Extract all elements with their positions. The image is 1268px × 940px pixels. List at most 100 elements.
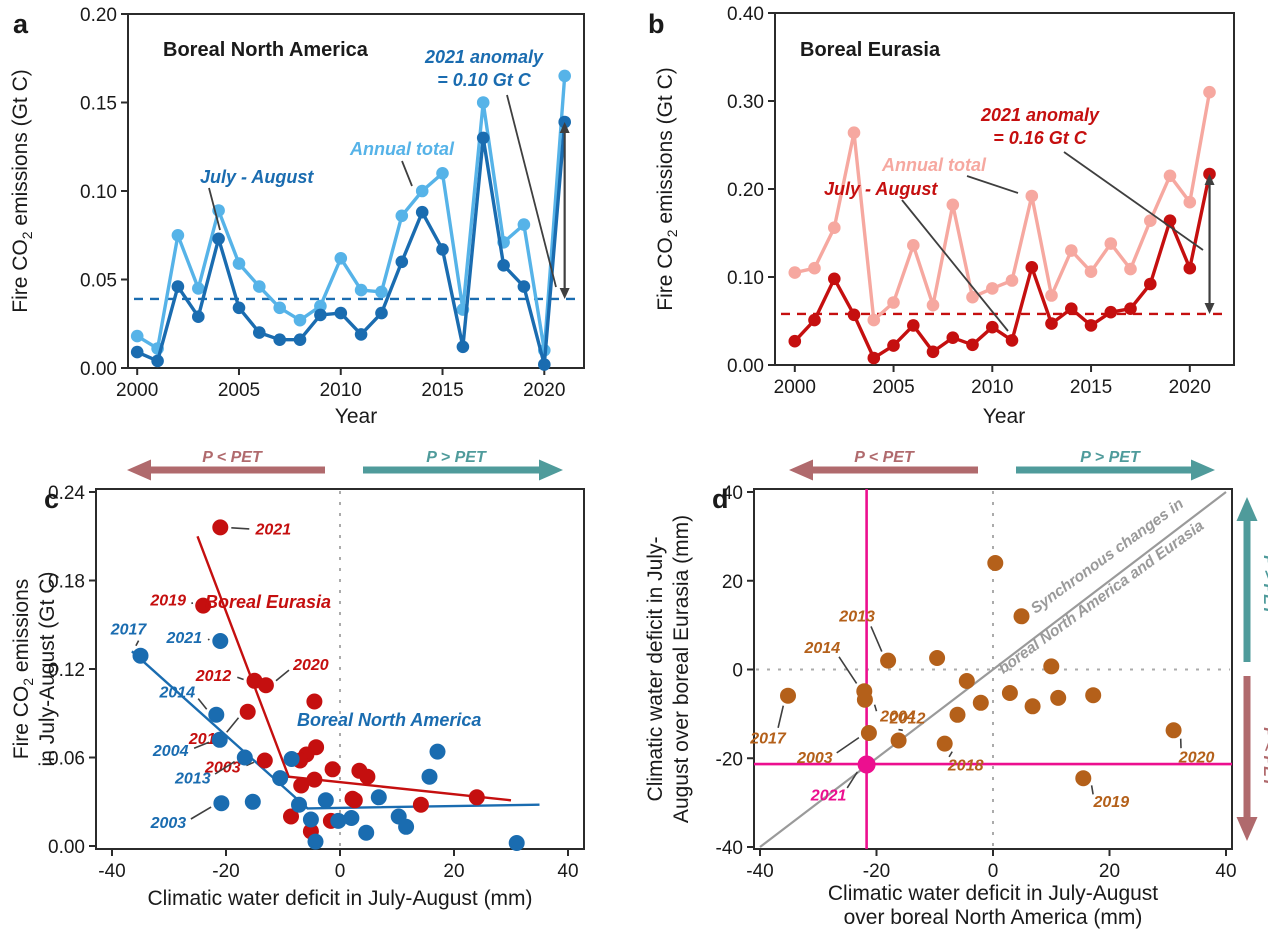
- year-label: 2004: [152, 743, 189, 760]
- panel-b-july-august-label: July - August: [824, 179, 938, 199]
- data-point: [1045, 289, 1058, 302]
- deficit-point: [780, 687, 796, 704]
- x-tick-label: 2005: [218, 380, 260, 401]
- arrowhead-down: [1204, 302, 1215, 314]
- data-point: [1084, 265, 1098, 279]
- y-tick-label: 40: [722, 483, 743, 504]
- deficit-point: [1165, 722, 1182, 739]
- deficit-point: [949, 706, 966, 723]
- panel-d-p-less-pet-side-arrow-head: [1236, 817, 1258, 841]
- series-line: [136, 121, 567, 367]
- deficit-point: [987, 555, 1004, 571]
- panel-c-p-greater-pet-label: P > PET: [426, 449, 487, 466]
- x-tick-label: 2015: [1070, 377, 1112, 398]
- north-america-point: [208, 706, 225, 723]
- eurasia-point: [306, 771, 323, 788]
- data-point: [867, 313, 881, 327]
- data-point: [1025, 261, 1039, 274]
- data-point: [130, 345, 144, 359]
- north-america-point: [307, 833, 324, 850]
- data-point: [946, 198, 960, 212]
- year-label: 2003: [796, 750, 833, 767]
- deficit-point: [856, 691, 873, 708]
- north-america-point: [132, 647, 149, 664]
- deficit-point: [1075, 770, 1092, 787]
- panel-a-x-axis-label: Year: [335, 405, 377, 428]
- data-point: [517, 280, 531, 293]
- x-tick-label: 0: [988, 861, 999, 882]
- eurasia-point: [324, 761, 341, 778]
- north-america-point: [212, 633, 229, 649]
- year-label-connector: [948, 751, 953, 758]
- panel-d-p-greater-pet-top-label: P > PET: [1080, 449, 1141, 466]
- x-tick-label: 2005: [872, 377, 914, 398]
- data-point: [293, 313, 307, 327]
- data-point: [517, 218, 531, 231]
- data-point: [171, 280, 185, 293]
- year-label: 2014: [804, 640, 841, 657]
- year-label-connector: [836, 736, 860, 754]
- x-tick-label: 2000: [116, 380, 158, 401]
- data-point: [558, 69, 571, 83]
- panel-d-y-axis-label-line2: August over boreal Eurasia (mm): [670, 515, 693, 823]
- year-label: 2012: [889, 711, 926, 728]
- deficit-point-2021: [857, 755, 876, 774]
- year-label: 2019: [149, 593, 186, 610]
- data-point: [1104, 305, 1118, 319]
- x-tick-label: -20: [863, 861, 890, 882]
- y-tick-label: 0.10: [80, 182, 117, 203]
- north-america-point: [317, 792, 334, 809]
- panel-d-x-axis-label-line1: Climatic water deficit in July-August: [828, 882, 1158, 905]
- year-label: 2021: [255, 521, 292, 538]
- one-to-one-line: [759, 491, 1227, 848]
- arrowhead-up: [559, 121, 570, 133]
- panel-a-anomaly-line2: = 0.10 Gt C: [437, 70, 532, 90]
- year-label-connector: [135, 640, 140, 647]
- data-point: [252, 326, 266, 339]
- year-label-connector: [873, 704, 878, 712]
- year-label-connector: [1090, 785, 1094, 795]
- data-point: [1203, 167, 1216, 181]
- panel-c-letter: c: [44, 484, 59, 514]
- data-point: [232, 257, 246, 270]
- data-point: [415, 205, 429, 219]
- panel-d-p-less-pet-arrow-head: [789, 459, 813, 481]
- data-point: [252, 280, 266, 293]
- deficit-point: [929, 650, 946, 666]
- panel-a-y-axis-label: Fire CO2 emissions (Gt C): [9, 69, 35, 312]
- year-label-connector: [237, 676, 244, 681]
- panel-a-anomaly-line1: 2021 anomaly: [424, 47, 544, 67]
- panel-c-x-axis-label: Climatic water deficit in July-August (m…: [147, 887, 532, 910]
- panel-c-p-less-pet-label: P < PET: [202, 449, 263, 466]
- y-tick-label: 0.00: [80, 359, 117, 380]
- data-point: [1203, 85, 1216, 99]
- y-tick-label: 0.18: [48, 572, 85, 593]
- arrowhead-down: [559, 287, 570, 299]
- data-point: [558, 115, 571, 129]
- data-point: [192, 282, 205, 295]
- data-point: [1005, 274, 1019, 287]
- data-point: [314, 299, 327, 313]
- year-label: 2013: [838, 609, 875, 626]
- arrowhead-up: [1204, 174, 1215, 186]
- panel-d-diagonal-label-line2: boreal North America and Eurasia: [996, 517, 1208, 677]
- eurasia-point: [283, 808, 299, 825]
- deficit-point: [1050, 689, 1067, 706]
- eurasia-point: [195, 597, 212, 614]
- data-point: [966, 338, 979, 352]
- data-point: [1183, 261, 1197, 275]
- year-label: 2004: [879, 709, 916, 726]
- year-label: 2018: [947, 758, 984, 775]
- data-point: [151, 354, 164, 368]
- x-tick-label: -20: [212, 861, 239, 882]
- y-tick-label: -40: [716, 838, 743, 859]
- year-label: 2019: [1093, 794, 1130, 811]
- data-point: [887, 339, 900, 352]
- data-point: [293, 333, 307, 347]
- data-point: [926, 345, 940, 359]
- y-tick-label: 0.15: [80, 94, 117, 115]
- data-point: [1124, 262, 1137, 276]
- label-connector: [401, 160, 413, 187]
- year-label-connector: [870, 626, 883, 652]
